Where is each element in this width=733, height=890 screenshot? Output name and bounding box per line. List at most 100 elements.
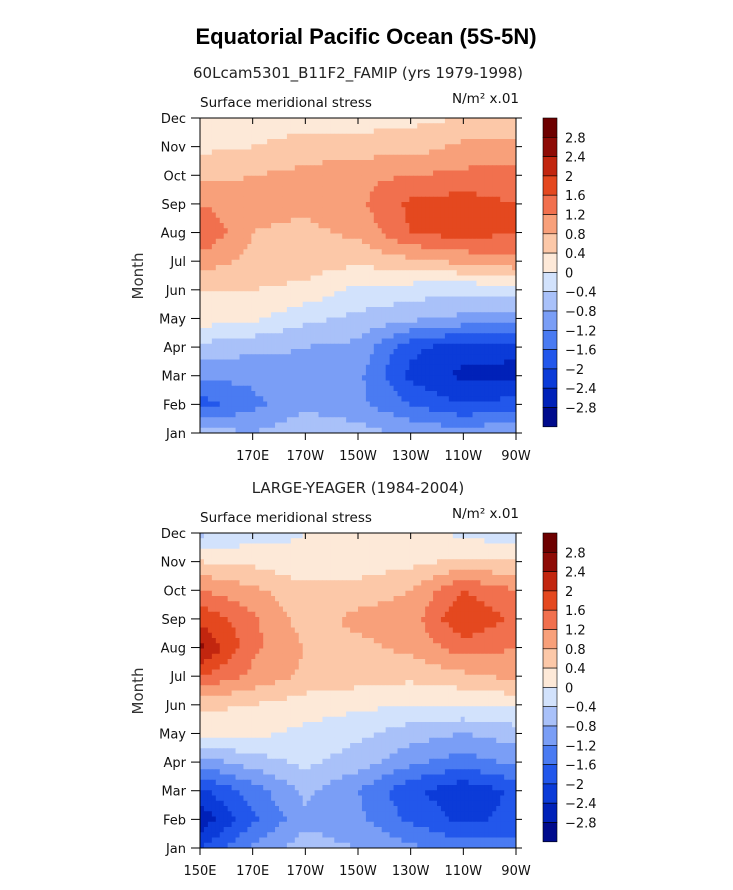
heatmap-cell <box>373 317 379 324</box>
heatmap-cell <box>314 291 319 297</box>
heatmap-cell <box>377 118 383 124</box>
heatmap-cell <box>413 244 418 250</box>
heatmap-cell <box>263 196 268 203</box>
heatmap-cell <box>302 270 308 276</box>
heatmap-cell <box>361 275 367 282</box>
heatmap-cell <box>215 354 221 360</box>
heatmap-cell <box>259 385 264 392</box>
heatmap-cell <box>476 196 481 203</box>
heatmap-cell <box>231 275 236 282</box>
heatmap-cell <box>476 186 481 192</box>
heatmap-cell <box>405 391 410 397</box>
heatmap-cell <box>334 385 339 392</box>
heatmap-cell <box>318 181 323 187</box>
heatmap-cell <box>401 196 406 203</box>
y-tick-label: Jun <box>165 284 186 299</box>
heatmap-cell <box>448 186 454 192</box>
heatmap-cell <box>251 123 256 129</box>
heatmap-cell <box>389 259 394 266</box>
heatmap-cell <box>259 396 264 402</box>
heatmap-cell <box>484 133 489 140</box>
heatmap-cell <box>460 354 466 360</box>
heatmap-cell <box>433 207 438 213</box>
heatmap-cell <box>219 417 225 423</box>
heatmap-cell <box>409 296 414 303</box>
heatmap-cell <box>417 333 422 339</box>
heatmap-cell <box>306 375 311 381</box>
heatmap-cell <box>314 396 319 402</box>
heatmap-cell <box>409 249 414 255</box>
heatmap-cell <box>429 380 434 387</box>
heatmap-cell <box>389 181 394 187</box>
heatmap-cell <box>385 280 390 287</box>
heatmap-cell <box>223 307 229 313</box>
heatmap-cell <box>444 370 450 376</box>
heatmap-cell <box>452 533 458 539</box>
heatmap-cell <box>275 396 280 402</box>
heatmap-cell <box>282 333 288 339</box>
heatmap-cell <box>267 139 272 145</box>
heatmap-cell <box>267 333 272 339</box>
heatmap-cell <box>271 254 276 261</box>
heatmap-cell <box>255 144 260 150</box>
heatmap-cell <box>239 370 244 376</box>
heatmap-cell <box>346 301 351 308</box>
heatmap-cell <box>267 328 272 334</box>
heatmap-cell <box>263 265 268 271</box>
heatmap-cell <box>393 301 398 308</box>
heatmap-cell <box>409 244 414 250</box>
heatmap-cell <box>429 212 434 219</box>
heatmap-cell <box>342 144 347 150</box>
heatmap-cell <box>405 191 410 198</box>
heatmap-cell <box>338 265 343 271</box>
heatmap-cell <box>377 160 383 166</box>
heatmap-cell <box>452 375 458 381</box>
heatmap-cell <box>401 228 406 234</box>
heatmap-cell <box>440 412 446 418</box>
heatmap-cell <box>235 244 240 250</box>
heatmap-cell <box>267 343 272 350</box>
heatmap-cell <box>456 144 462 150</box>
heatmap-cell <box>361 354 367 360</box>
heatmap-cell <box>354 349 359 355</box>
heatmap-cell <box>263 175 268 182</box>
heatmap-cell <box>290 291 296 297</box>
heatmap-cell <box>385 249 390 255</box>
heatmap-cell <box>314 533 319 539</box>
heatmap-cell <box>207 202 213 208</box>
heatmap-cell <box>385 181 390 187</box>
heatmap-cell <box>282 359 288 366</box>
heatmap-cell <box>338 533 343 539</box>
heatmap-cell <box>456 254 462 261</box>
heatmap-cell <box>302 317 308 324</box>
heatmap-cell <box>322 128 327 135</box>
heatmap-cell <box>310 228 315 234</box>
heatmap-cell <box>397 181 402 187</box>
heatmap-cell <box>354 412 359 418</box>
heatmap-cell <box>354 139 359 145</box>
heatmap-cell <box>417 254 422 261</box>
heatmap-cell <box>504 212 509 219</box>
heatmap-cell <box>512 380 517 387</box>
heatmap-cell <box>290 238 296 245</box>
heatmap-cell <box>310 196 315 203</box>
heatmap-cell <box>306 385 311 392</box>
heatmap-cell <box>243 228 248 234</box>
heatmap-cell <box>365 123 371 129</box>
heatmap-cell <box>207 422 213 429</box>
heatmap-cell <box>500 265 505 271</box>
heatmap-cell <box>239 422 244 429</box>
heatmap-cell <box>267 354 272 360</box>
heatmap-cell <box>405 217 410 224</box>
heatmap-cell <box>401 181 406 187</box>
heatmap-cell <box>358 333 363 339</box>
heatmap-cell <box>227 417 232 423</box>
heatmap-cell <box>456 380 462 387</box>
heatmap-cell <box>207 301 213 308</box>
heatmap-cell <box>397 265 402 271</box>
heatmap-cell <box>389 191 394 198</box>
heatmap-cell <box>334 265 339 271</box>
heatmap-cell <box>512 417 517 423</box>
heatmap-cell <box>369 359 375 366</box>
heatmap-cell <box>334 322 339 329</box>
